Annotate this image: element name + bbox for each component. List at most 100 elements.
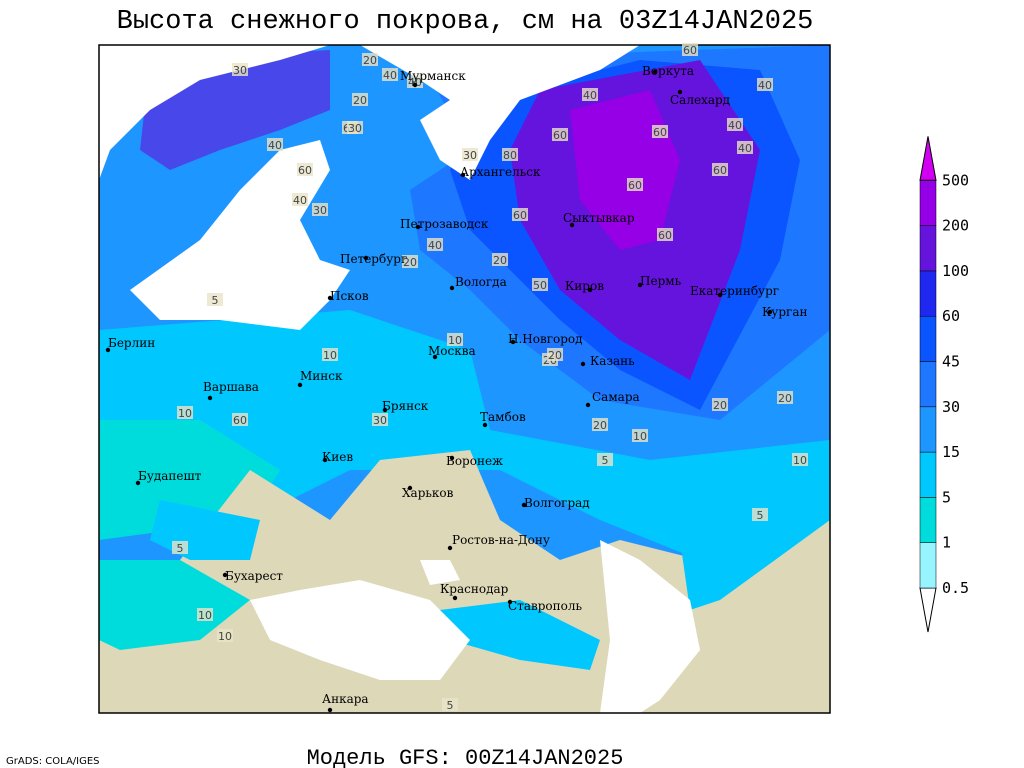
city-name: Курган — [762, 305, 807, 319]
contour-label: 60 — [683, 44, 697, 57]
contour-label: 10 — [793, 454, 807, 467]
city-name: Воркута — [642, 64, 694, 78]
city-name: Воронеж — [446, 454, 503, 468]
contour-label-box — [512, 208, 528, 221]
contour-label-box — [582, 88, 598, 101]
contour-label-box — [682, 43, 698, 56]
city-name: Киев — [322, 450, 353, 464]
city-dot — [637, 282, 643, 288]
contour-label-box — [232, 63, 248, 76]
colorbar-label: 1 — [942, 534, 951, 552]
colorbar-band — [919, 315, 937, 362]
contour-label-box — [447, 333, 463, 346]
contour-label-box — [552, 128, 568, 141]
city-dot — [510, 339, 516, 345]
contour-label: 30 — [373, 414, 387, 427]
contour-label: 60 — [653, 126, 667, 139]
city-dot — [449, 455, 455, 461]
city-name: Н.Новгород — [508, 332, 583, 346]
colorbar-band — [919, 270, 937, 317]
contour-label-box — [362, 53, 378, 66]
contour-label: 10 — [198, 609, 212, 622]
contour-label: 20 — [778, 392, 792, 405]
contour-label: 20 — [548, 349, 562, 362]
map-frame — [98, 44, 831, 714]
contour-label: 40 — [428, 239, 442, 252]
colorbar-label: 30 — [942, 398, 960, 416]
contour-label-box — [712, 398, 728, 411]
model-caption: Модель GFS: 00Z14JAN2025 — [307, 746, 624, 768]
contour-label-box — [322, 348, 338, 361]
colorbar-band — [919, 225, 937, 272]
credit: GrADS: COLA/IGES — [6, 756, 100, 767]
city-dot — [507, 599, 513, 605]
contour-label: 40 — [583, 89, 597, 102]
sea — [420, 560, 460, 585]
colorbar-band — [919, 406, 937, 453]
city-name: Анкара — [322, 692, 369, 706]
contour-label-box — [312, 203, 328, 216]
contour-label: 40 — [738, 142, 752, 155]
contour-label: 60 — [298, 164, 312, 177]
colorbar-high — [919, 136, 937, 181]
labels: 40 20 60 60 40 30 30 20 60 20 20 60 30 40 80 60 40 60 40 60… — [105, 43, 808, 713]
city-name: Екатеринбург — [690, 284, 779, 298]
colorbar-band — [919, 451, 937, 498]
contour-label-box — [217, 629, 233, 642]
city-name: Ростов-на-Дону — [452, 533, 550, 547]
contour-label: 80 — [503, 149, 517, 162]
city-dot — [407, 485, 413, 491]
contour-label: 40 — [383, 69, 397, 82]
city-dot — [652, 69, 658, 75]
city-name: Мурманск — [400, 69, 466, 83]
city-dot — [322, 457, 328, 463]
contour-label: 10 — [218, 630, 232, 643]
city-dot — [580, 361, 586, 367]
contour-label: 5 — [177, 542, 184, 555]
city-dot — [105, 347, 111, 353]
city-name: Брянск — [382, 399, 429, 413]
city-name: Будапешт — [138, 469, 202, 483]
contour-label: 60 — [628, 179, 642, 192]
city-dot — [412, 82, 418, 88]
contour-label: 20 — [493, 254, 507, 267]
contour-label: 30 — [348, 122, 362, 135]
contour-label-box — [177, 406, 193, 419]
city-name: Петербург — [340, 252, 407, 266]
contour-label: 60 — [658, 229, 672, 242]
title: Высота снежного покрова, см на 03Z14JAN2… — [117, 7, 814, 37]
contour-label-box — [232, 413, 248, 426]
colorbar-band — [919, 180, 937, 226]
contour-label: 30 — [463, 149, 477, 162]
colorbar-label: 5 — [942, 488, 951, 506]
city-name: Архангельск — [460, 165, 541, 179]
contour-label: 60 — [553, 129, 567, 142]
contour-label: 20 — [593, 419, 607, 432]
city-dot — [482, 422, 488, 428]
city-dot — [767, 309, 773, 315]
contour-label: 20 — [353, 94, 367, 107]
contour-label: 60 — [713, 164, 727, 177]
contour-label-box — [597, 453, 613, 466]
city-name: Краснодар — [440, 582, 509, 596]
contour-label: 40 — [728, 119, 742, 132]
contour-label: 10 — [178, 407, 192, 420]
contour-label-box — [372, 413, 388, 426]
contour-label: 20 — [403, 256, 417, 269]
city-name: Сыктывкар — [563, 211, 635, 225]
contour-label: 10 — [633, 430, 647, 443]
contour-label: 40 — [408, 76, 422, 89]
city-name: Харьков — [402, 486, 454, 500]
colorbar-label: 200 — [942, 217, 969, 235]
city-name: Псков — [330, 289, 369, 303]
contour-label-box — [382, 68, 398, 81]
contour-label-box — [727, 118, 743, 131]
city-dot — [135, 480, 141, 486]
contour-label-box — [292, 193, 308, 206]
contour-label-box — [777, 391, 793, 404]
sea — [250, 580, 470, 680]
contour-label-box — [492, 253, 508, 266]
city-name: Берлин — [108, 336, 155, 350]
city-name: Самара — [592, 390, 640, 404]
